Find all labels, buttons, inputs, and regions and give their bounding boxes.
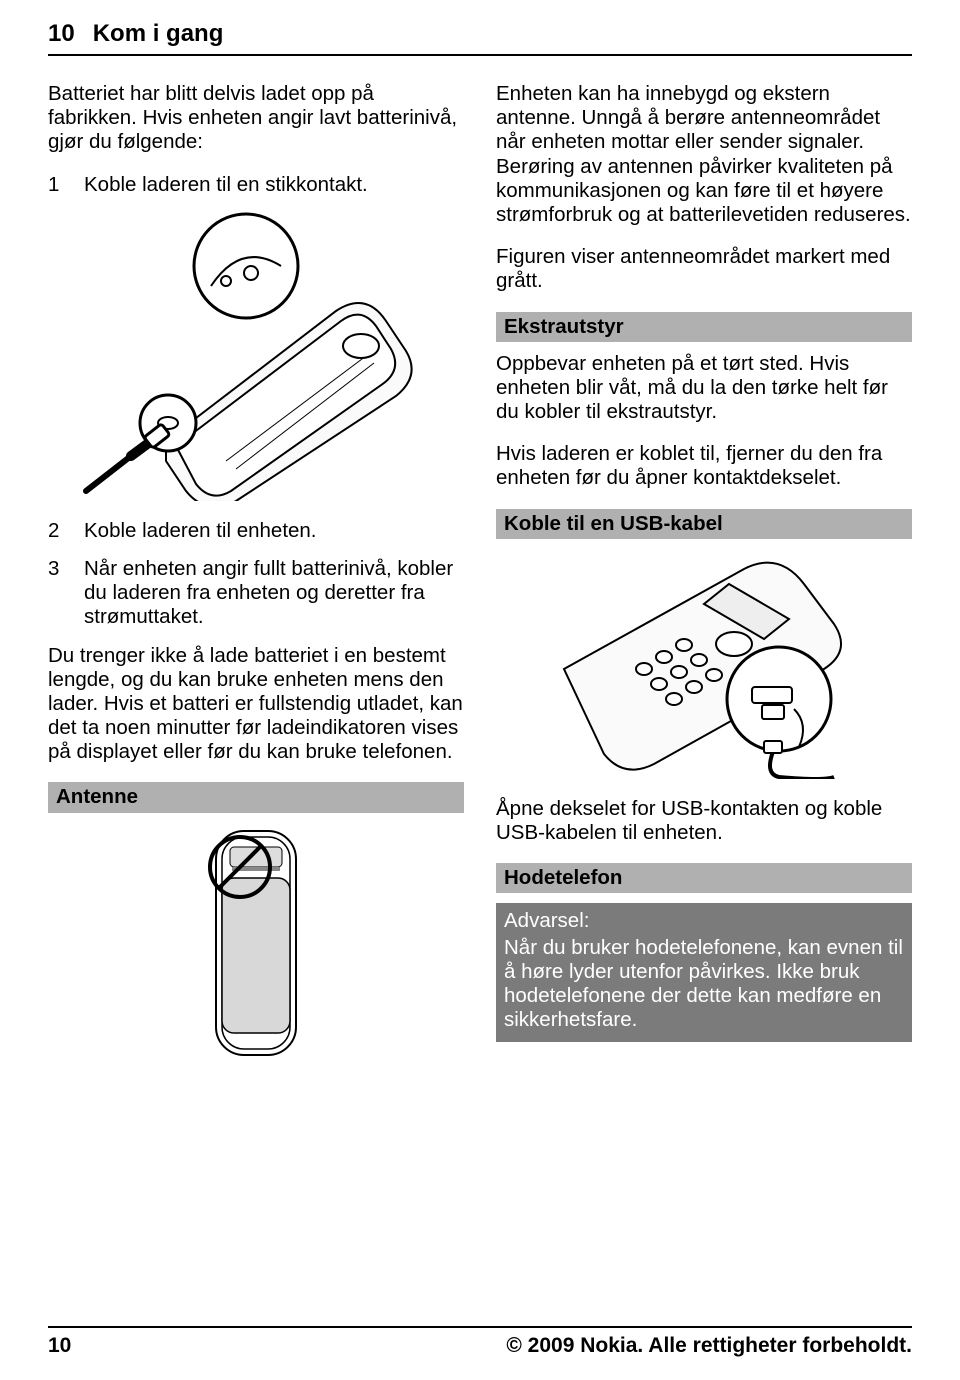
warning-body: Når du bruker hodetelefonene, kan evnen … — [504, 936, 904, 1033]
antenna-illustration — [48, 823, 464, 1063]
charger-illustration — [48, 211, 464, 501]
footer-page-number: 10 — [48, 1334, 71, 1358]
step-3-text: Når enheten angir fullt batterinivå, kob… — [84, 557, 464, 630]
step-3-number: 3 — [48, 557, 66, 630]
ekstrautstyr-paragraph-1: Oppbevar enheten på et tørt sted. Hvis e… — [496, 352, 912, 425]
page-footer: 10 © 2009 Nokia. Alle rettigheter forbeh… — [48, 1326, 912, 1358]
warning-title: Advarsel: — [504, 909, 904, 933]
usb-paragraph: Åpne dekselet for USB-kontakten og koble… — [496, 797, 912, 845]
hodetelefon-heading: Hodetelefon — [496, 863, 912, 893]
step-1-text: Koble laderen til en stikkontakt. — [84, 173, 368, 197]
antenna-paragraph-1: Enheten kan ha innebygd og ekstern anten… — [496, 82, 912, 227]
left-column: Batteriet har blitt delvis ladet opp på … — [48, 82, 464, 1081]
footer-copyright: © 2009 Nokia. Alle rettigheter forbehold… — [506, 1334, 912, 1358]
step-2-number: 2 — [48, 519, 66, 543]
step-2-text: Koble laderen til enheten. — [84, 519, 317, 543]
intro-paragraph: Batteriet har blitt delvis ladet opp på … — [48, 82, 464, 155]
antenne-heading: Antenne — [48, 782, 464, 812]
step-2: 2 Koble laderen til enheten. — [48, 519, 464, 543]
step-1-number: 1 — [48, 173, 66, 197]
header-section-title: Kom i gang — [93, 20, 224, 48]
ekstrautstyr-heading: Ekstrautstyr — [496, 312, 912, 342]
content-columns: Batteriet har blitt delvis ladet opp på … — [48, 82, 912, 1081]
step-3: 3 Når enheten angir fullt batterinivå, k… — [48, 557, 464, 630]
ekstrautstyr-paragraph-2: Hvis laderen er koblet til, fjerner du d… — [496, 442, 912, 490]
header-page-number: 10 — [48, 20, 75, 48]
step-1: 1 Koble laderen til en stikkontakt. — [48, 173, 464, 197]
antenna-paragraph-2: Figuren viser antenneområdet markert med… — [496, 245, 912, 293]
warning-box: Advarsel: Når du bruker hodetelefonene, … — [496, 903, 912, 1042]
usb-illustration — [496, 549, 912, 779]
page-header: 10 Kom i gang — [48, 20, 912, 56]
usb-heading: Koble til en USB-kabel — [496, 509, 912, 539]
charging-info-paragraph: Du trenger ikke å lade batteriet i en be… — [48, 644, 464, 765]
right-column: Enheten kan ha innebygd og ekstern anten… — [496, 82, 912, 1081]
